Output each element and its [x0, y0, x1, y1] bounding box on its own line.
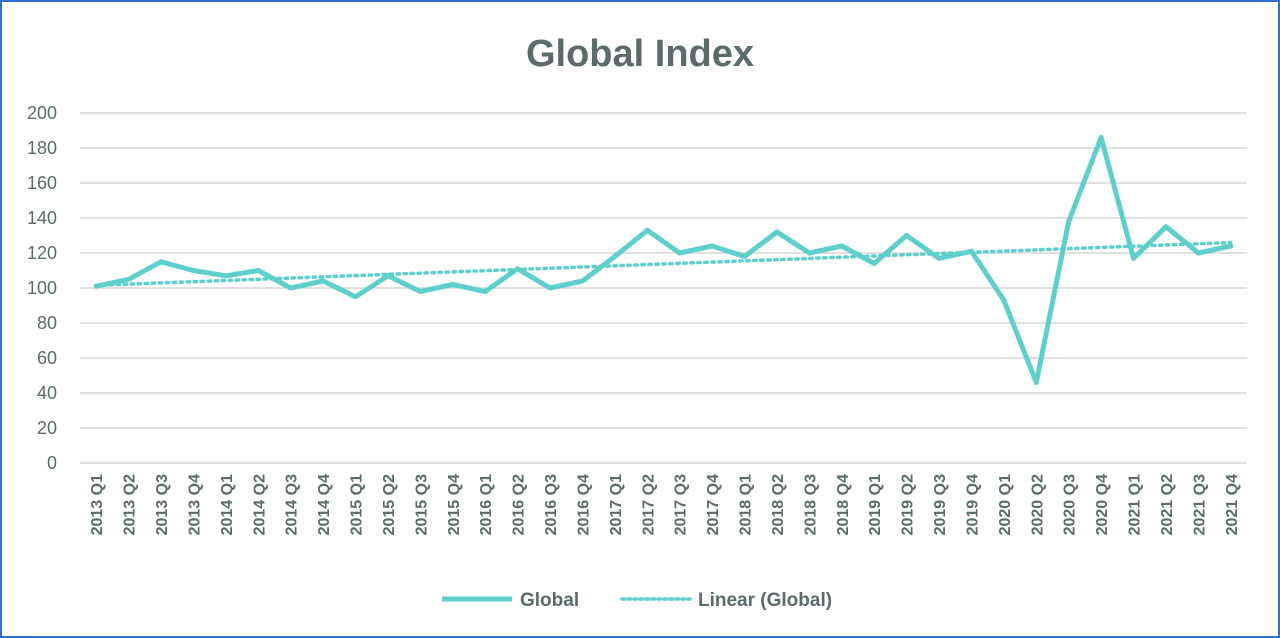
data-point-global [158, 259, 164, 265]
x-tick-label: 2021 Q2 [1159, 474, 1176, 535]
legend-global-label: Global [520, 590, 579, 611]
x-tick-label: 2019 Q1 [867, 474, 884, 535]
x-tick-label: 2019 Q4 [964, 474, 981, 535]
data-point-global [709, 243, 715, 249]
x-tick-label: 2017 Q4 [705, 474, 722, 535]
x-tick-label: 2013 Q3 [154, 474, 171, 535]
data-point-global [839, 243, 845, 249]
x-tick-label: 2014 Q1 [219, 474, 236, 535]
data-point-global [774, 229, 780, 235]
x-tick-label: 2016 Q2 [511, 474, 528, 535]
x-tick-label: 2020 Q1 [997, 474, 1014, 535]
data-point-global [288, 285, 294, 291]
data-point-global [677, 250, 683, 256]
x-tick-label: 2021 Q4 [1224, 474, 1241, 535]
x-tick-label: 2015 Q2 [381, 474, 398, 535]
data-point-global [450, 282, 456, 287]
y-tick-label: 200 [27, 103, 57, 123]
y-tick-label: 160 [27, 173, 57, 193]
x-tick-label: 2019 Q2 [900, 474, 917, 535]
y-tick-label: 0 [47, 453, 57, 473]
data-point-global [320, 278, 326, 284]
y-axis-ticks: 0 20 40 60 80 100 120 140 160 180 200 [27, 103, 57, 473]
x-tick-label: 2018 Q1 [738, 474, 755, 535]
legend: Global Linear (Global) [442, 590, 832, 611]
y-tick-label: 180 [27, 138, 57, 158]
x-tick-label: 2019 Q3 [932, 474, 949, 535]
data-point-global [385, 273, 391, 279]
data-point-global [223, 273, 229, 279]
x-tick-label: 2017 Q1 [608, 474, 625, 535]
x-tick-label: 2013 Q4 [186, 474, 203, 535]
data-point-global [190, 268, 196, 273]
data-point-global [1098, 135, 1104, 140]
x-tick-label: 2017 Q3 [673, 474, 690, 535]
y-tick-label: 140 [27, 208, 57, 228]
data-point-global [612, 254, 618, 259]
data-point-global [547, 285, 553, 291]
x-tick-label: 2016 Q4 [575, 474, 592, 535]
data-point-global [644, 227, 650, 233]
data-point-global [255, 268, 261, 273]
trendline-linear-global [94, 240, 1233, 288]
x-tick-label: 2015 Q1 [349, 474, 366, 535]
data-point-global [482, 289, 488, 294]
data-point-global [1163, 224, 1169, 230]
data-point-global [126, 276, 132, 282]
data-point-global [1033, 380, 1039, 385]
data-point-global [1066, 219, 1072, 224]
legend-linear-label: Linear (Global) [698, 590, 832, 611]
series-layer [93, 135, 1234, 385]
x-tick-label: 2021 Q1 [1127, 474, 1144, 535]
data-point-global [936, 255, 942, 261]
data-point-global [1195, 250, 1201, 256]
y-tick-label: 60 [37, 348, 57, 368]
y-tick-label: 100 [27, 278, 57, 298]
data-point-global [353, 294, 359, 300]
x-tick-label: 2020 Q4 [1094, 474, 1111, 535]
x-tick-label: 2014 Q2 [251, 474, 268, 535]
data-point-global [904, 233, 910, 238]
x-tick-label: 2018 Q3 [802, 474, 819, 535]
x-tick-label: 2018 Q4 [835, 474, 852, 535]
x-tick-label: 2014 Q4 [316, 474, 333, 535]
data-point-global [417, 289, 423, 294]
x-tick-label: 2015 Q4 [446, 474, 463, 535]
y-tick-label: 120 [27, 243, 57, 263]
x-tick-label: 2016 Q1 [478, 474, 495, 535]
gridlines [80, 112, 1247, 464]
data-point-global [1228, 243, 1234, 249]
data-point-global [1131, 255, 1137, 261]
series-line-global [93, 135, 1234, 385]
data-point-global [1001, 297, 1007, 303]
data-point-global [742, 254, 748, 259]
x-tick-label: 2020 Q2 [1029, 474, 1046, 535]
x-tick-label: 2017 Q2 [640, 474, 657, 535]
data-point-global [93, 283, 99, 289]
chart-title: Global Index [526, 33, 754, 75]
y-tick-label: 80 [37, 313, 57, 333]
data-point-global [968, 248, 974, 254]
y-tick-label: 20 [37, 418, 57, 438]
x-tick-label: 2021 Q3 [1191, 474, 1208, 535]
x-tick-label: 2013 Q1 [89, 474, 106, 535]
data-point-global [579, 278, 585, 284]
x-axis-ticks: 2013 Q1 2013 Q2 2013 Q3 2013 Q4 2014 Q1 2014 … [89, 474, 1241, 535]
data-point-global [515, 266, 521, 272]
data-point-global [806, 250, 812, 256]
x-tick-label: 2015 Q3 [413, 474, 430, 535]
x-tick-label: 2014 Q3 [284, 474, 301, 535]
x-tick-label: 2013 Q2 [122, 474, 139, 535]
data-point-global [871, 261, 877, 266]
x-tick-label: 2018 Q2 [770, 474, 787, 535]
x-tick-label: 2016 Q3 [543, 474, 560, 535]
x-tick-label: 2020 Q3 [1062, 474, 1079, 535]
y-tick-label: 40 [37, 383, 57, 403]
